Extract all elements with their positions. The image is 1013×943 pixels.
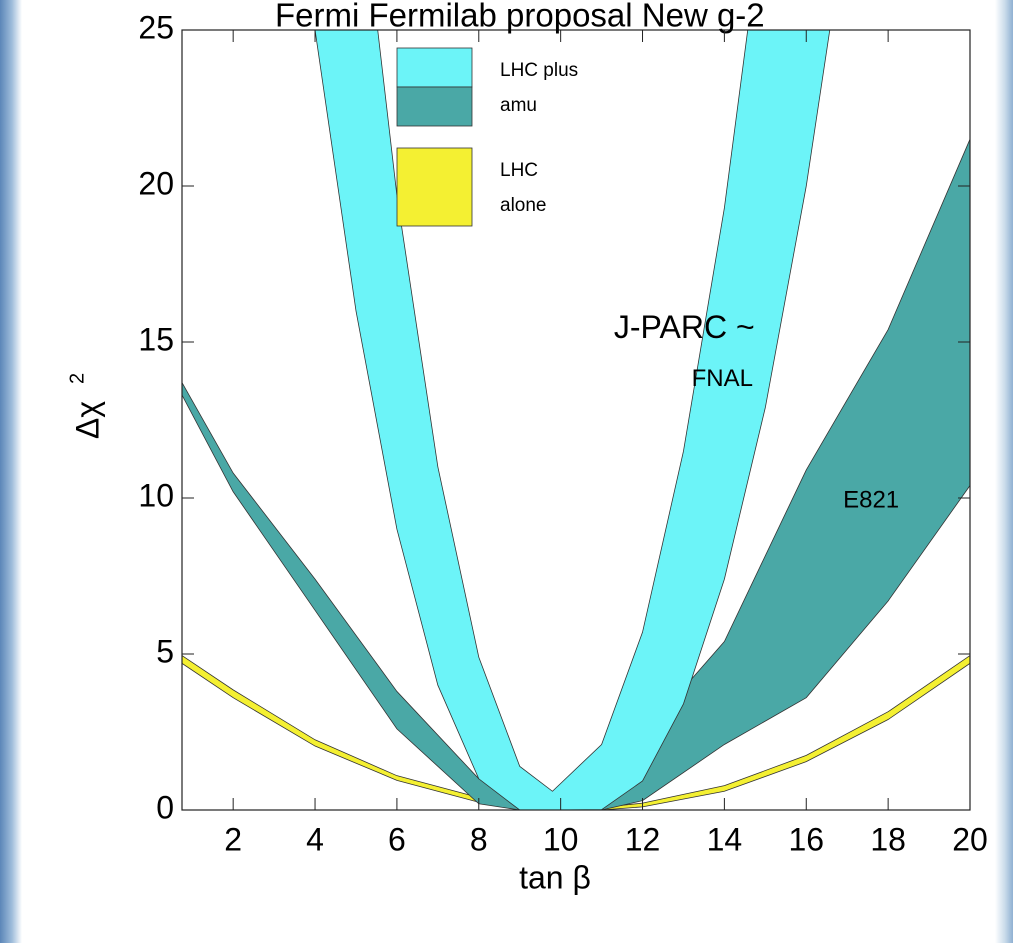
y-axis-label-text: Δχ xyxy=(69,401,105,439)
x-tick-label: 6 xyxy=(388,821,406,857)
y-tick-label: 5 xyxy=(156,633,174,669)
legend-swatch xyxy=(396,47,473,88)
x-tick-label: 2 xyxy=(224,821,242,857)
y-axis-label-sup: 2 xyxy=(66,373,88,384)
x-tick-label: 16 xyxy=(788,821,824,857)
legend-swatch xyxy=(396,86,473,127)
x-tick-label: 12 xyxy=(625,821,661,857)
y-tick-label: 25 xyxy=(138,9,174,45)
x-tick-label: 8 xyxy=(470,821,488,857)
x-axis-label: tan β xyxy=(519,859,591,895)
band-area xyxy=(315,30,830,810)
x-tick-label: 10 xyxy=(543,821,579,857)
legend-label: amu xyxy=(500,95,537,116)
x-tick-label: 4 xyxy=(306,821,324,857)
x-tick-label: 18 xyxy=(870,821,906,857)
y-tick-label: 0 xyxy=(156,789,174,825)
y-tick-label: 10 xyxy=(138,477,174,513)
band-upper-edge xyxy=(377,30,749,792)
legend-label: LHC xyxy=(500,160,538,181)
annotation: FNAL xyxy=(692,365,753,392)
plot-frame xyxy=(181,29,971,811)
band-area xyxy=(182,655,970,810)
y-tick-label: 15 xyxy=(138,321,174,357)
y-axis-label: Δχ 2 xyxy=(66,373,105,439)
band-lower-edge xyxy=(182,394,970,810)
band-lower-edge xyxy=(182,663,970,810)
annotation: E821 xyxy=(843,486,899,513)
legend-swatch xyxy=(396,147,473,227)
x-tick-label: 20 xyxy=(952,821,988,857)
legend-label: alone xyxy=(500,195,547,216)
y-tick-label: 20 xyxy=(138,165,174,201)
band-area xyxy=(182,139,970,810)
chart-title: Fermi Fermilab proposal New g-2 xyxy=(275,0,765,34)
legend-label: LHC plus xyxy=(500,60,578,81)
annotation: J-PARC ~ xyxy=(614,309,755,345)
x-tick-label: 14 xyxy=(707,821,743,857)
